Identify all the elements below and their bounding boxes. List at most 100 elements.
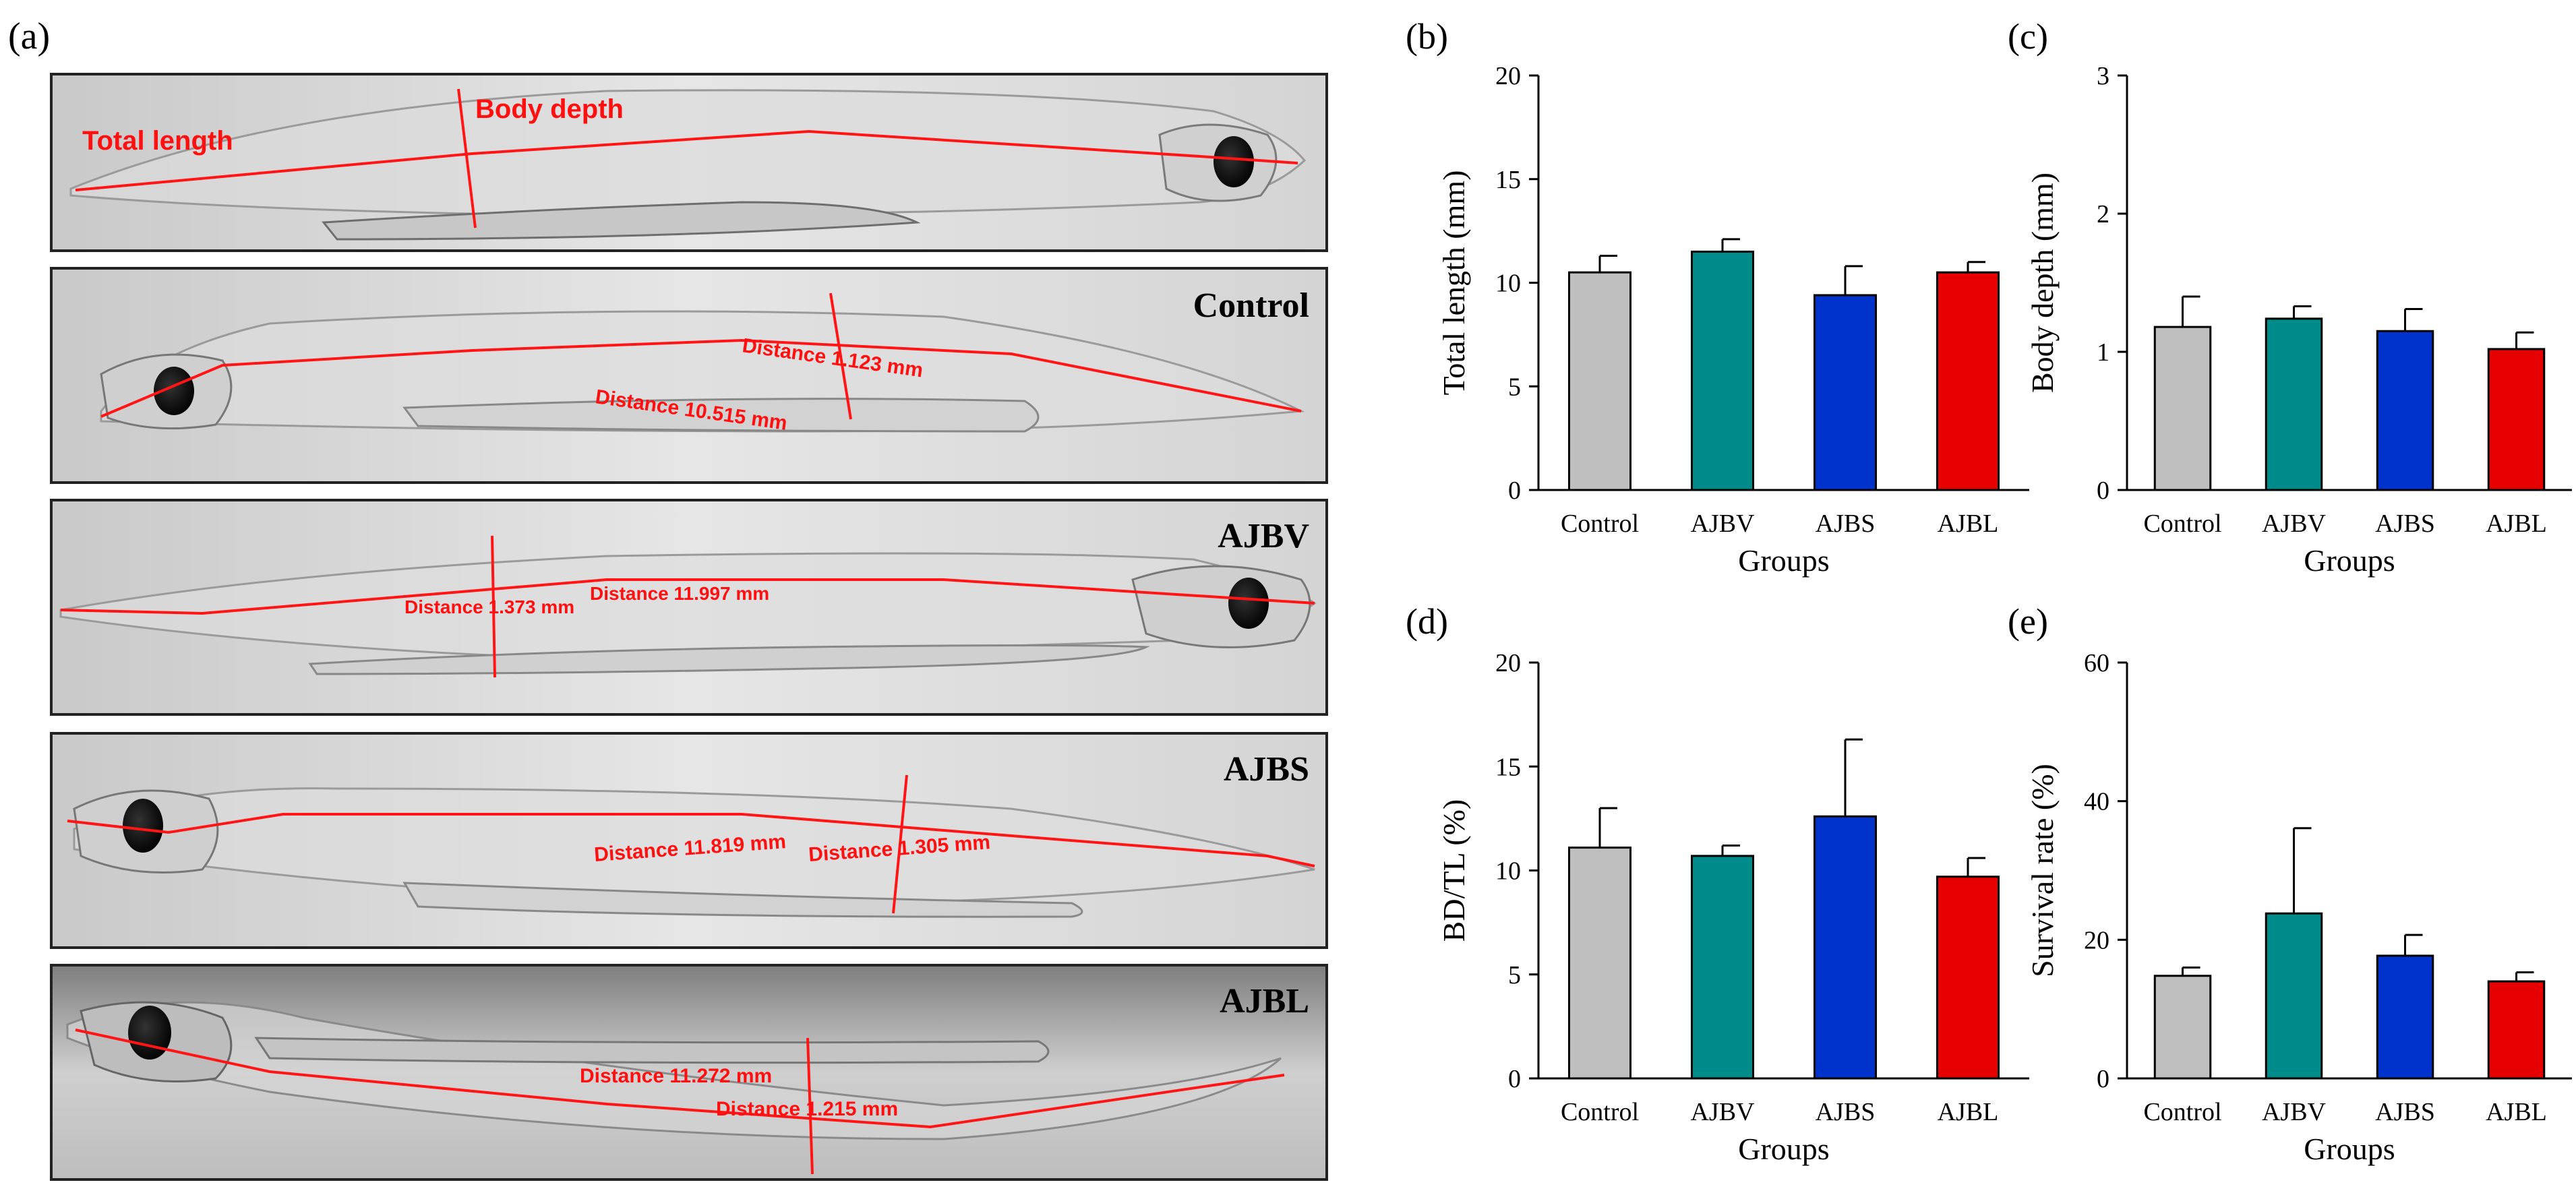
- x-tick-label: AJBS: [1816, 1098, 1876, 1126]
- x-tick-label: AJBV: [1690, 1098, 1755, 1126]
- y-tick-label: 60: [2084, 649, 2109, 677]
- eye-icon: [154, 367, 194, 415]
- annotation-body-depth: Distance 1.373 mm: [405, 596, 574, 617]
- y-tick-label: 10: [1495, 857, 1521, 886]
- larva-silhouette: [73, 787, 1315, 918]
- y-tick-label: 0: [2097, 1065, 2109, 1093]
- y-tick-label: 40: [2084, 788, 2109, 816]
- x-axis-title: Groups: [2304, 543, 2395, 578]
- bar-ajbv: [2265, 317, 2323, 491]
- y-axis-title: Survival rate (%): [2025, 764, 2060, 977]
- total-length-line: [60, 578, 1315, 615]
- total-length-line: [75, 1029, 1285, 1129]
- photo-panel-ajbv: Distance 1.373 mm Distance 11.997 mm AJB…: [50, 499, 1328, 716]
- bar-ajbl: [1936, 876, 2000, 1080]
- larva-silhouette: [100, 310, 1305, 433]
- panel-label-c: (c): [2008, 16, 2048, 57]
- x-tick-label: Control: [1561, 1098, 1639, 1126]
- y-tick-label: 5: [1508, 961, 1521, 989]
- annotation-body-depth: Distance 1.215 mm: [716, 1098, 898, 1120]
- photo-title-ajbl: AJBL: [1220, 982, 1309, 1020]
- y-axis-title: Total length (mm): [1437, 170, 1471, 395]
- x-axis-title: Groups: [2304, 1132, 2395, 1166]
- larva-silhouette: [59, 552, 1317, 675]
- photo-panel-control: Distance 1.123 mm Distance 10.515 mm Con…: [50, 267, 1328, 484]
- x-tick-label: AJBS: [1816, 510, 1876, 538]
- body-depth-line: [806, 1037, 814, 1175]
- photo-title-ajbv: AJBV: [1218, 517, 1309, 555]
- y-tick-label: 2: [2097, 200, 2109, 228]
- bar-ajbv: [1691, 855, 1754, 1080]
- eye-icon: [1214, 136, 1254, 187]
- larva-silhouette: [69, 89, 1307, 241]
- larva-silhouette: [66, 1001, 1282, 1140]
- bar-ajbs: [2376, 954, 2434, 1080]
- bar-control: [1568, 847, 1631, 1080]
- x-axis-title: Groups: [1738, 543, 1829, 578]
- x-tick-label: Control: [2143, 1098, 2221, 1126]
- y-tick-label: 0: [1508, 1065, 1521, 1093]
- bar-ajbs: [1814, 294, 1877, 491]
- y-tick-label: 20: [1495, 62, 1521, 90]
- y-tick-label: 5: [1508, 373, 1521, 401]
- x-tick-label: Control: [1561, 510, 1639, 538]
- x-tick-label: AJBL: [2486, 1098, 2547, 1126]
- x-tick-label: AJBV: [2262, 510, 2327, 538]
- y-tick-label: 1: [2097, 338, 2109, 367]
- eye-icon: [1228, 578, 1269, 629]
- x-axis-title: Groups: [1738, 1132, 1829, 1166]
- x-tick-label: AJBV: [1690, 510, 1755, 538]
- y-axis-title: BD/TL (%): [1437, 799, 1471, 942]
- x-tick-label: Control: [2143, 510, 2221, 538]
- chart-b: (b) 0 5 10 15 20 Control AJBV AJBS AJBL Groups Tota…: [1406, 16, 2029, 578]
- bar-ajbv: [1691, 250, 1754, 491]
- total-length-line: [75, 129, 1298, 191]
- eye-icon: [128, 1006, 171, 1060]
- body-depth-line: [829, 293, 852, 420]
- photo-title-ajbs: AJBS: [1224, 750, 1309, 789]
- panel-label-e: (e): [2008, 601, 2048, 642]
- x-tick-label: AJBL: [2486, 510, 2547, 538]
- bar-control: [2153, 975, 2212, 1080]
- y-tick-label: 15: [1495, 166, 1521, 194]
- photo-title-control: Control: [1193, 286, 1309, 325]
- chart-d: (d) 0 5 10 15 20 Control AJBV AJBS AJBL Groups BD/T…: [1406, 601, 2029, 1166]
- bar-control: [1568, 271, 1631, 491]
- photo-panel-ajbl: Distance 11.272 mm Distance 1.215 mm AJB…: [50, 964, 1328, 1181]
- bar-ajbs: [1814, 815, 1877, 1080]
- y-tick-label: 15: [1495, 753, 1521, 781]
- y-tick-label: 10: [1495, 270, 1521, 298]
- y-axis-title: Body depth (mm): [2025, 173, 2060, 393]
- x-tick-label: AJBL: [1938, 510, 1999, 538]
- panel-label-d: (d): [1406, 601, 1448, 642]
- x-tick-label: AJBS: [2375, 1098, 2435, 1126]
- bar-ajbl: [2487, 348, 2546, 491]
- annotation-total-length: Distance 11.272 mm: [580, 1065, 772, 1087]
- annotation-total-length: Distance 11.997 mm: [590, 583, 769, 604]
- x-tick-label: AJBS: [2375, 510, 2435, 538]
- body-depth-line: [491, 535, 496, 678]
- bar-ajbs: [2376, 330, 2434, 491]
- y-tick-label: 0: [2097, 477, 2109, 505]
- panel-label-b: (b): [1406, 16, 1448, 57]
- y-tick-label: 20: [2084, 926, 2109, 954]
- photo-panel-ajbs: Distance 11.819 mm Distance 1.305 mm AJB…: [50, 732, 1328, 949]
- x-tick-label: AJBV: [2262, 1098, 2327, 1126]
- annotation-body-depth: Body depth: [475, 94, 624, 124]
- annotation-total-length: Total length: [82, 126, 233, 156]
- panel-a-label: (a): [8, 16, 50, 57]
- y-tick-label: 20: [1495, 649, 1521, 677]
- x-tick-label: AJBL: [1938, 1098, 1999, 1126]
- bar-control: [2153, 326, 2212, 491]
- bar-ajbl: [1936, 271, 2000, 491]
- bar-ajbl: [2487, 980, 2546, 1080]
- body-depth-line: [457, 88, 477, 228]
- body-depth-line: [892, 774, 908, 914]
- y-tick-label: 3: [2097, 62, 2109, 90]
- eye-icon: [123, 799, 163, 853]
- chart-e: (e) 0 20 40 60 Control AJBV AJBS AJBL Groups Survi…: [2008, 601, 2572, 1166]
- chart-c: (c) 0 1 2 3 Control AJBV AJBS AJBL Groups Body dep…: [2008, 16, 2572, 578]
- total-length-line: [100, 338, 1302, 418]
